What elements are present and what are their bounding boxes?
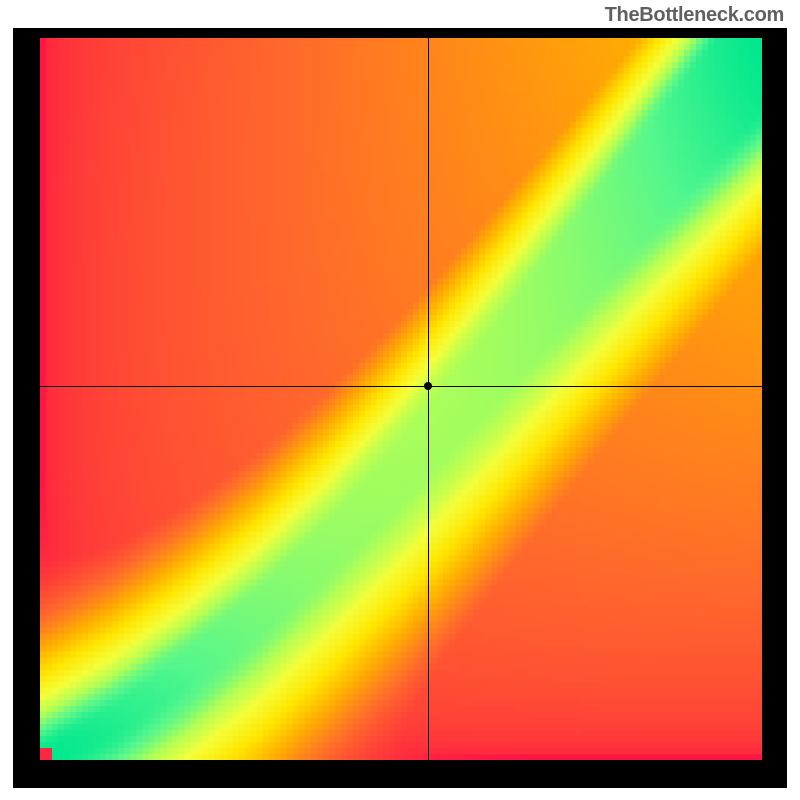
chart-container: TheBottleneck.com — [0, 0, 800, 800]
heatmap-canvas — [40, 38, 762, 760]
watermark-text: TheBottleneck.com — [605, 4, 784, 27]
heatmap-plot — [40, 38, 762, 760]
crosshair-marker — [424, 382, 432, 390]
chart-outer-frame — [13, 28, 787, 788]
crosshair-vertical — [428, 38, 429, 760]
crosshair-horizontal — [40, 386, 762, 387]
